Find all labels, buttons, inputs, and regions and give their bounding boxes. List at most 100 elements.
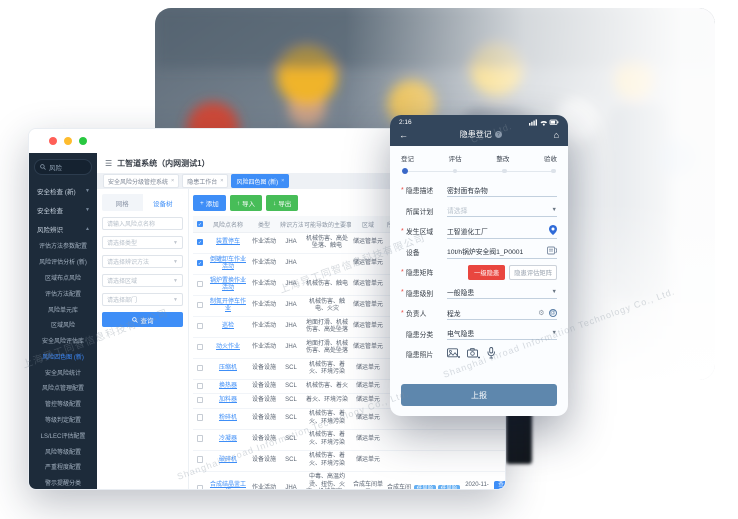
sidebar-group-风险辨识[interactable]: 风险辨识 ▲ (29, 219, 97, 238)
close-window-button[interactable] (49, 137, 57, 145)
close-icon[interactable]: × (220, 178, 224, 184)
filter-select[interactable]: 请选择部门 ▼ (102, 293, 183, 306)
row-checkbox[interactable] (196, 343, 204, 351)
query-button[interactable]: 查询 (102, 312, 183, 327)
record-audio-icon[interactable] (487, 347, 496, 359)
filter-tab[interactable]: 设备树 (142, 194, 183, 211)
sidebar-group-安全检查 (新)[interactable]: 安全检查 (新) ▼ (29, 181, 97, 200)
sidebar-item[interactable]: 风险四色图 (新) (42, 354, 84, 361)
sidebar-item[interactable]: 管控等级配置 (44, 402, 81, 409)
row-checkbox[interactable] (196, 322, 204, 330)
view-button[interactable]: 查看 (494, 480, 505, 489)
step-label[interactable]: 登记 (401, 156, 414, 163)
chevron-down-icon[interactable]: ▼ (551, 330, 557, 337)
risk-point-link[interactable]: 加料器 (218, 397, 237, 404)
risk-point-link[interactable]: 换热器 (218, 382, 237, 389)
row-checkbox[interactable] (196, 280, 204, 288)
filter-tab[interactable]: 网格 (115, 200, 129, 208)
sidebar-item[interactable]: 安全风险统计 (44, 370, 81, 377)
gear-icon[interactable]: ⚙ (538, 309, 545, 317)
workspace-tab[interactable]: 隐患工作台 × (182, 174, 229, 188)
risk-point-link[interactable]: 粉碎机 (218, 414, 237, 421)
risk-name-input[interactable]: 请输入风险点名称 (102, 217, 183, 230)
row-checkbox[interactable] (196, 456, 204, 463)
sidebar-item[interactable]: 区域布点风险 (44, 275, 81, 282)
add-camera-icon[interactable] (467, 347, 480, 359)
submit-button[interactable]: 上报 (401, 384, 557, 406)
sidebar-item[interactable]: 等级判定配置 (44, 417, 81, 424)
risk-point-name-cell: 粉碎机 (207, 408, 249, 430)
chevron-down-icon[interactable]: ▼ (551, 207, 557, 214)
risk-point-link[interactable]: 装置停车 (215, 239, 240, 246)
menu-icon[interactable]: ☰ (105, 158, 113, 168)
row-checkbox[interactable] (196, 435, 204, 442)
sidebar-group-安全检查[interactable]: 安全检查 ▼ (29, 200, 97, 219)
row-checkbox[interactable] (196, 414, 204, 421)
risk-level-badge: 低风险 (414, 484, 436, 489)
risk-point-link[interactable]: 巡检 (221, 323, 234, 330)
sidebar-item[interactable]: 评估方法配置 (44, 291, 81, 298)
row-checkbox[interactable] (196, 382, 204, 389)
row-checkbox[interactable] (196, 484, 204, 489)
risk-point-link[interactable]: 动火作业 (215, 344, 240, 351)
filter-select[interactable]: 请选择区域 ▼ (102, 274, 183, 287)
sidebar-search-input[interactable]: 风险 (34, 159, 92, 175)
sidebar-item[interactable]: 评估方法参数配置 (38, 244, 87, 251)
risk-point-link[interactable]: 锅炉置换作业活动 (209, 277, 246, 292)
step-label[interactable]: 验收 (543, 156, 557, 163)
field-value-text[interactable]: 密封面有杂物 (447, 184, 557, 197)
field-value-select[interactable]: 请选择 ▼ (447, 204, 557, 218)
risk-point-link[interactable]: 制氮开停车作业 (209, 298, 246, 313)
risk-point-link[interactable]: 压缩机 (218, 365, 237, 372)
step-label[interactable]: 整改 (496, 156, 510, 163)
row-checkbox[interactable] (196, 364, 204, 372)
location-pin-icon[interactable] (549, 224, 557, 235)
row-checkbox[interactable] (196, 396, 204, 404)
sidebar-item[interactable]: 安全风险评估库 (41, 339, 84, 346)
back-icon[interactable]: ← (399, 129, 408, 140)
sidebar-item[interactable]: 风险单元库 (47, 307, 78, 314)
minimize-window-button[interactable] (64, 137, 72, 145)
add-button[interactable]: + 添加 (193, 195, 226, 211)
field-value-device[interactable]: 10t/h锅炉安全阀1_P0001 (447, 245, 558, 259)
sidebar-item[interactable]: LS/LEC评估配置 (40, 433, 86, 440)
zoom-window-button[interactable] (79, 137, 87, 145)
at-contact-icon[interactable]: @ (548, 308, 557, 317)
row-checkbox[interactable] (196, 301, 204, 309)
add-image-icon[interactable] (447, 348, 460, 359)
step-label[interactable]: 评估 (448, 156, 462, 163)
home-icon[interactable]: ⌂ (553, 129, 559, 140)
sidebar-item[interactable]: 风险点管理配置 (41, 386, 84, 393)
risk-point-link[interactable]: 冷凝器 (218, 435, 237, 442)
export-button[interactable]: ↓ 导出 (266, 195, 299, 211)
filter-select[interactable]: 请选择类型 ▼ (102, 236, 183, 249)
import-button[interactable]: ↑ 导入 (229, 195, 263, 211)
filter-select[interactable]: 请选择辨识方法 ▼ (102, 255, 183, 268)
sidebar-item[interactable]: 风险评估分析 (新) (39, 260, 87, 267)
field-value-matrix[interactable]: 一级隐患 隐患评估矩阵 (447, 264, 557, 281)
sidebar-item[interactable]: 严重程度配置 (44, 465, 81, 472)
row-checkbox[interactable]: ✓ (196, 259, 204, 267)
field-value-select[interactable]: 电气隐患 ▼ (447, 327, 557, 341)
risk-point-link[interactable]: 倒罐卸车作业活动 (209, 256, 246, 271)
hazard-level-button[interactable]: 一级隐患 (468, 264, 506, 280)
close-icon[interactable]: × (171, 178, 175, 184)
matrix-eval-button[interactable]: 隐患评估矩阵 (509, 264, 557, 280)
field-select: 所属计划 请选择 ▼ (401, 201, 557, 222)
sidebar-item[interactable]: 警示提醒分类 (44, 481, 81, 488)
select-all-checkbox[interactable]: ✓ (196, 220, 204, 228)
risk-point-link[interactable]: 破碎机 (218, 456, 237, 463)
type-cell: 设备设施 (249, 393, 279, 409)
sidebar-item[interactable]: 区域风险 (50, 323, 75, 330)
workspace-tab[interactable]: 安全风险分级管控系统 × (103, 174, 180, 188)
sidebar-item[interactable]: 风险等级配置 (44, 449, 81, 456)
row-checkbox[interactable]: ✓ (196, 238, 204, 246)
field-value-select[interactable]: 一般隐患 ▼ (447, 286, 557, 300)
close-icon[interactable]: × (281, 178, 285, 184)
field-value-person[interactable]: 程龙 ⚙ @ (447, 307, 557, 320)
chevron-down-icon[interactable]: ▼ (551, 289, 557, 296)
workspace-tab[interactable]: 风险四色图 (新) × (231, 174, 290, 188)
device-scan-icon[interactable] (547, 246, 558, 255)
field-value-location[interactable]: 工智道化工厂 (447, 224, 557, 239)
